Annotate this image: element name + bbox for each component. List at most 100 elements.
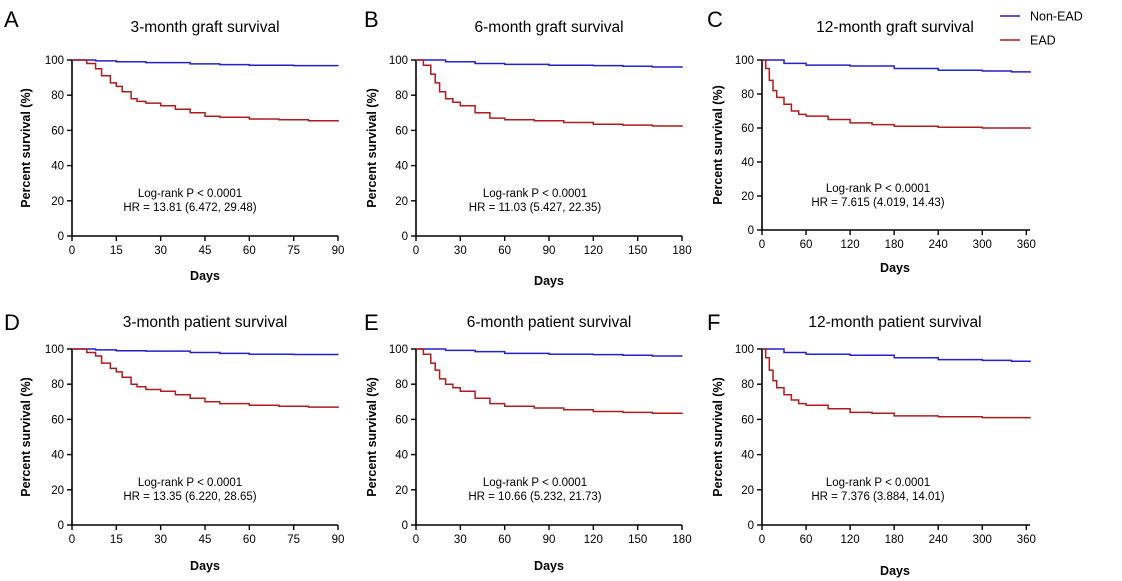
y-tick-label: 60 <box>51 125 64 137</box>
x-tick-label: 90 <box>332 534 345 546</box>
annotation-line: HR = 7.376 (3.884, 14.01) <box>811 491 944 503</box>
panel-letter: E <box>364 310 379 335</box>
x-tick-label: 60 <box>243 245 256 257</box>
x-tick-label: 180 <box>885 239 904 251</box>
chart-title: 3-month graft survival <box>130 19 279 36</box>
x-tick-label: 30 <box>454 245 467 257</box>
y-tick-label: 20 <box>51 485 64 497</box>
x-tick-label: 30 <box>154 534 167 546</box>
annotation-line: Log-rank P < 0.0001 <box>483 477 587 489</box>
x-tick-label: 15 <box>110 534 123 546</box>
series-line-ead <box>72 348 339 408</box>
y-tick-label: 100 <box>735 55 754 67</box>
x-tick-label: 180 <box>672 534 691 546</box>
series-line-ead <box>762 348 1031 419</box>
y-axis-label: Percent survival (%) <box>19 88 33 208</box>
x-tick-label: 15 <box>110 245 123 257</box>
y-axis-label: Percent survival (%) <box>365 377 379 497</box>
y-tick-label: 0 <box>748 225 754 237</box>
x-tick-label: 90 <box>332 245 345 257</box>
x-tick-label: 0 <box>69 534 75 546</box>
annotation-line: Log-rank P < 0.0001 <box>826 477 930 489</box>
panel-b: B 6-month graft survival Percent surviva… <box>364 7 692 288</box>
y-tick-label: 100 <box>389 344 408 356</box>
x-axis-label: Days <box>190 269 220 283</box>
x-tick-label: 120 <box>841 534 860 546</box>
y-tick-label: 40 <box>741 450 754 462</box>
y-tick-label: 100 <box>45 344 64 356</box>
y-tick-label: 20 <box>741 191 754 203</box>
y-tick-label: 80 <box>51 379 64 391</box>
y-tick-label: 0 <box>748 520 754 532</box>
y-axis-label: Percent survival (%) <box>365 88 379 208</box>
x-tick-label: 180 <box>672 245 691 257</box>
y-tick-label: 40 <box>51 450 64 462</box>
y-tick-label: 60 <box>51 414 64 426</box>
y-tick-label: 0 <box>402 231 408 243</box>
y-tick-label: 100 <box>45 55 64 67</box>
x-tick-label: 60 <box>800 239 813 251</box>
x-tick-label: 0 <box>69 245 75 257</box>
annotation-line: Log-rank P < 0.0001 <box>826 183 930 195</box>
x-tick-label: 150 <box>628 245 647 257</box>
x-tick-label: 150 <box>628 534 647 546</box>
annotation-line: HR = 11.03 (5.427, 22.35) <box>469 202 602 214</box>
annotation-line: HR = 7.615 (4.019, 14.43) <box>811 197 944 209</box>
x-tick-label: 60 <box>243 534 256 546</box>
series-line-non-ead <box>416 348 683 357</box>
y-tick-label: 80 <box>395 90 408 102</box>
y-tick-label: 20 <box>395 196 408 208</box>
x-axis-label: Days <box>880 261 910 275</box>
panel-letter: D <box>4 310 20 335</box>
panel-letter: A <box>4 7 19 32</box>
x-axis-label: Days <box>534 274 564 288</box>
x-tick-label: 0 <box>413 245 419 257</box>
y-tick-label: 0 <box>58 231 64 243</box>
panel-letter: B <box>364 7 379 32</box>
y-tick-label: 60 <box>395 125 408 137</box>
annotation-line: Log-rank P < 0.0001 <box>483 188 587 200</box>
panel-c: C 12-month graft survival Percent surviv… <box>707 7 1036 275</box>
series-line-ead <box>416 348 683 415</box>
x-tick-label: 90 <box>543 245 556 257</box>
x-tick-label: 0 <box>759 239 765 251</box>
x-tick-label: 300 <box>973 239 992 251</box>
x-tick-label: 180 <box>885 534 904 546</box>
x-tick-label: 240 <box>929 239 948 251</box>
panel-letter: F <box>707 310 720 335</box>
annotation-line: Log-rank P < 0.0001 <box>138 188 242 200</box>
annotation-line: HR = 13.35 (6.220, 28.65) <box>123 491 256 503</box>
x-tick-label: 120 <box>841 239 860 251</box>
legend: Non-EAD EAD <box>1000 10 1083 48</box>
x-tick-label: 240 <box>929 534 948 546</box>
chart-title: 6-month graft survival <box>474 19 623 36</box>
legend-label-non-ead: Non-EAD <box>1030 10 1083 24</box>
y-tick-label: 100 <box>389 55 408 67</box>
series-line-non-ead <box>72 348 339 356</box>
panel-a: A 3-month graft survival Percent surviva… <box>4 7 344 283</box>
y-tick-label: 80 <box>741 89 754 101</box>
series-line-non-ead <box>762 348 1031 363</box>
x-tick-label: 30 <box>154 245 167 257</box>
x-tick-label: 120 <box>584 534 603 546</box>
annotation-line: Log-rank P < 0.0001 <box>138 477 242 489</box>
panel-d: D 3-month patient survival Percent survi… <box>4 310 344 573</box>
y-tick-label: 80 <box>51 90 64 102</box>
y-tick-label: 80 <box>395 379 408 391</box>
x-tick-label: 300 <box>973 534 992 546</box>
x-tick-label: 45 <box>199 534 212 546</box>
series-line-ead <box>416 59 683 127</box>
x-tick-label: 30 <box>454 534 467 546</box>
y-tick-label: 20 <box>51 196 64 208</box>
annotation-line: HR = 13.81 (6.472, 29.48) <box>123 202 256 214</box>
y-tick-label: 80 <box>741 379 754 391</box>
y-tick-label: 60 <box>741 123 754 135</box>
y-axis-label: Percent survival (%) <box>711 85 725 205</box>
y-tick-label: 20 <box>741 485 754 497</box>
y-axis-label: Percent survival (%) <box>19 377 33 497</box>
y-tick-label: 40 <box>395 450 408 462</box>
x-tick-label: 45 <box>199 245 212 257</box>
x-tick-label: 60 <box>498 534 511 546</box>
series-line-non-ead <box>762 59 1031 73</box>
y-tick-label: 60 <box>741 414 754 426</box>
